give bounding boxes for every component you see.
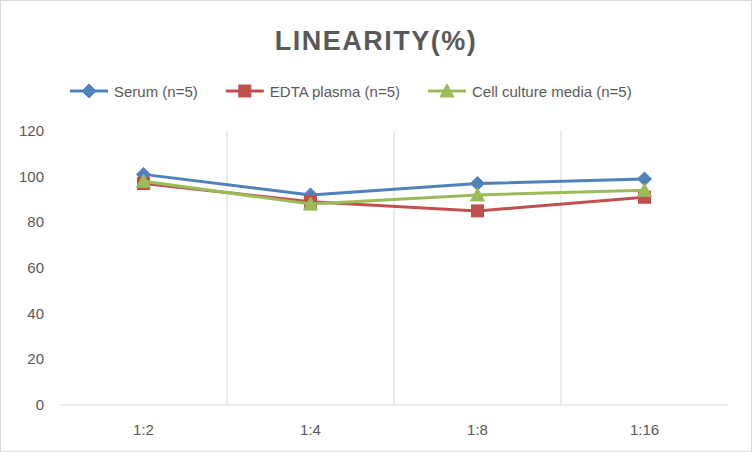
y-tick-label: 0 (36, 396, 44, 413)
legend-marker (239, 85, 251, 97)
data-point (471, 188, 485, 201)
legend-label: EDTA plasma (n=5) (270, 83, 400, 100)
legend-label: Serum (n=5) (114, 83, 198, 100)
y-tick-label: 20 (27, 350, 44, 367)
y-tick-label: 100 (19, 168, 44, 185)
data-point (137, 174, 151, 187)
y-tick-label: 60 (27, 259, 44, 276)
title: LINEARITY(%) (275, 26, 478, 56)
legend-label: Cell culture media (n=5) (472, 83, 632, 100)
grid-line (227, 131, 228, 405)
grid-line (394, 131, 395, 405)
legend-marker (82, 84, 96, 98)
y-tick-label: 80 (27, 213, 44, 230)
legend-marker (440, 84, 454, 97)
background (1, 1, 752, 452)
y-tick-label: 40 (27, 305, 44, 322)
y-tick-label: 120 (19, 122, 44, 139)
x-tick-label: 1:4 (300, 421, 321, 438)
chart: LINEARITY(%) 0 20 40 60 80 100 120 1:2 1:4 1:8 1:16… (0, 0, 752, 452)
data-point (472, 205, 484, 217)
plot-area (137, 167, 652, 217)
x-axis (60, 405, 728, 406)
x-tick-label: 1:16 (630, 421, 659, 438)
series-line (144, 181, 645, 204)
grid-line (561, 131, 562, 405)
series-line (144, 184, 645, 211)
data-point (304, 197, 318, 210)
x-tick-label: 1:8 (467, 421, 488, 438)
data-point (638, 183, 652, 196)
x-tick-label: 1:2 (133, 421, 154, 438)
